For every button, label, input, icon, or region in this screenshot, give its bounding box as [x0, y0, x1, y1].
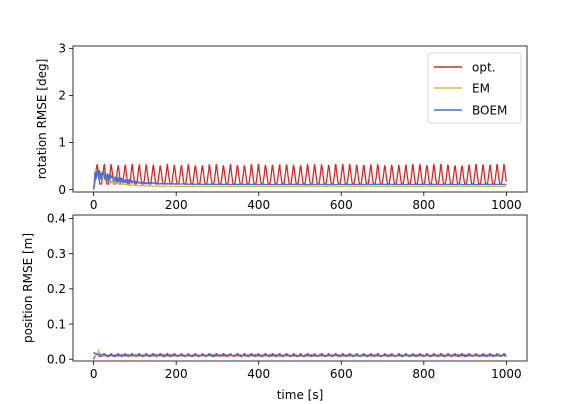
legend-label-em: EM	[472, 82, 490, 96]
position-x-tick-label: 600	[330, 367, 353, 381]
position-series-boem	[93, 352, 507, 357]
position-y-axis-label: position RMSE [m]	[21, 233, 35, 343]
position-y-tick-label: 0.4	[47, 212, 66, 226]
position-x-tick-label: 0	[90, 367, 98, 381]
position-rmse-axes: 0 200 400 600 800 1000 0.0 0.1 0.2 0.3 0.4 positi…	[21, 212, 528, 402]
position-y-ticks: 0.0 0.1 0.2 0.3 0.4	[47, 212, 73, 366]
position-y-tick-label: 0.3	[47, 247, 66, 261]
rotation-x-tick-label: 200	[165, 198, 188, 212]
position-series-group	[93, 348, 507, 360]
legend: opt. EM BOEM	[427, 52, 522, 124]
legend-label-boem: BOEM	[472, 104, 507, 118]
position-y-tick-label: 0.0	[47, 352, 66, 366]
rotation-y-tick-label: 0	[58, 183, 66, 197]
rotation-series-group	[92, 163, 508, 190]
position-x-tick-label: 1000	[491, 367, 522, 381]
rotation-x-tick-label: 600	[330, 198, 353, 212]
position-plot-frame	[72, 214, 528, 362]
x-axis-label: time [s]	[277, 388, 324, 402]
rotation-x-tick-label: 0	[90, 198, 98, 212]
rotation-y-tick-label: 3	[58, 42, 66, 56]
rotation-x-tick-label: 400	[247, 198, 270, 212]
legend-box	[427, 52, 522, 124]
legend-label-opt: opt.	[472, 61, 495, 75]
position-x-ticks: 0 200 400 600 800 1000	[90, 361, 522, 381]
position-x-tick-label: 400	[247, 367, 270, 381]
rotation-series-boem	[92, 169, 507, 190]
rotation-rmse-axes: 0 200 400 600 800 1000 0 1 2 3 rotation RMSE [de…	[35, 42, 528, 212]
rotation-x-tick-label: 800	[412, 198, 435, 212]
position-x-tick-label: 200	[165, 367, 188, 381]
position-y-tick-label: 0.1	[47, 317, 66, 331]
position-x-tick-label: 800	[412, 367, 435, 381]
rotation-y-axis-label: rotation RMSE [deg]	[35, 59, 49, 180]
rotation-y-tick-label: 2	[58, 89, 66, 103]
rotation-y-ticks: 0 1 2 3	[58, 42, 73, 197]
rotation-plot-frame	[72, 45, 528, 193]
rotation-x-tick-label: 1000	[491, 198, 522, 212]
rotation-x-ticks: 0 200 400 600 800 1000	[90, 192, 522, 212]
position-y-tick-label: 0.2	[47, 282, 66, 296]
rotation-y-tick-label: 1	[58, 136, 66, 150]
rotation-series-em	[92, 168, 507, 190]
